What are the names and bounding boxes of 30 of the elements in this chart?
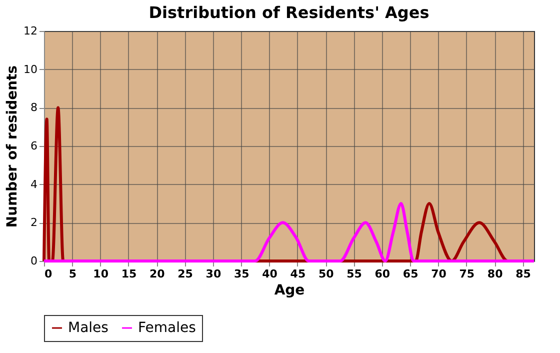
y-tick-label: 12 — [24, 24, 38, 38]
y-tick-label: 10 — [24, 62, 38, 76]
y-tick-label: 4 — [30, 178, 38, 191]
y-tick-label: 8 — [30, 101, 38, 114]
legend-label: Males — [68, 320, 108, 336]
x-tick-label: 0 — [44, 268, 52, 280]
x-tick-label: 5 — [68, 268, 76, 280]
x-tick-label: 80 — [487, 268, 504, 280]
y-tick-label: 6 — [30, 140, 38, 152]
x-tick-label: 25 — [178, 268, 193, 280]
x-tick-label: 35 — [234, 268, 250, 280]
x-tick-label: 15 — [121, 268, 137, 280]
x-tick-label: 50 — [318, 268, 334, 280]
x-tick-label: 55 — [346, 268, 362, 280]
x-tick-label: 60 — [374, 268, 390, 280]
x-tick-label: 20 — [149, 268, 166, 280]
y-tick-label: 0 — [30, 254, 38, 268]
x-axis-title: Age — [274, 282, 305, 298]
x-tick-label: 40 — [262, 268, 278, 280]
y-tick-label: 2 — [30, 216, 38, 230]
x-tick-label: 75 — [459, 268, 475, 280]
y-axis-title: Number of residents — [4, 65, 21, 228]
x-tick-label: 70 — [431, 268, 447, 280]
x-tick-label: 45 — [290, 268, 306, 280]
legend-label: Females — [138, 320, 196, 336]
chart-title: Distribution of Residents' Ages — [148, 3, 430, 22]
x-tick-label: 85 — [516, 268, 531, 280]
x-tick-label: 30 — [206, 268, 222, 280]
x-tick-label: 10 — [93, 268, 109, 280]
x-tick-label: 65 — [402, 268, 418, 280]
